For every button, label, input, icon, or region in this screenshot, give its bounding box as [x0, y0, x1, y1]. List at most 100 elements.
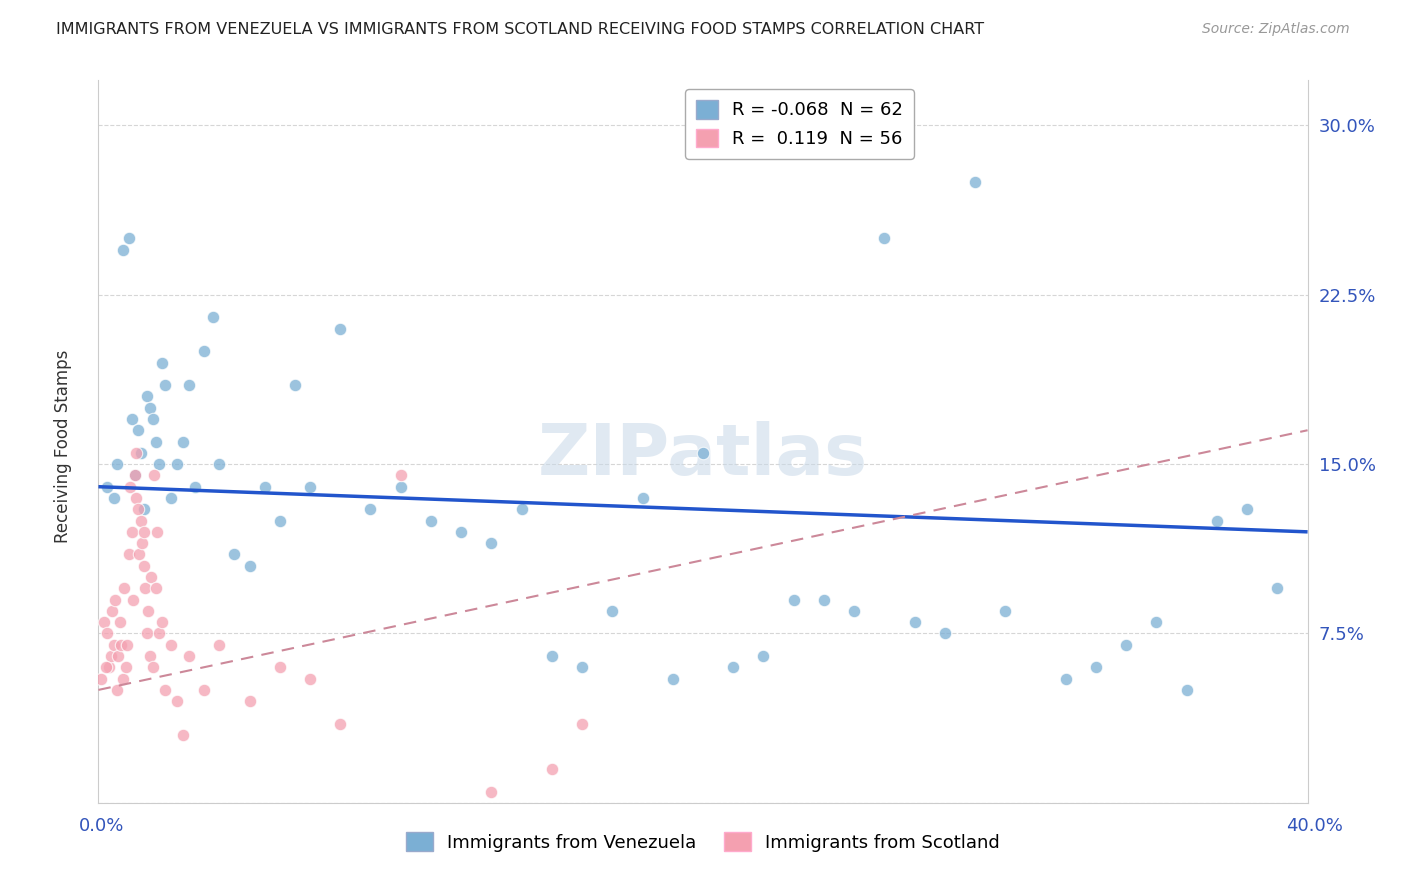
Point: [103, 638, 125, 652]
Point: [132, 558, 155, 573]
Point: [160, 638, 183, 652]
Point: [224, 548, 246, 562]
Point: [135, 389, 157, 403]
Point: [146, 524, 169, 539]
Point: [723, 660, 745, 674]
Point: [873, 231, 896, 245]
Point: [134, 582, 156, 596]
Point: [965, 175, 987, 189]
Point: [1054, 672, 1077, 686]
Point: [510, 502, 533, 516]
Point: [329, 716, 352, 731]
Point: [172, 728, 194, 742]
Point: [142, 412, 165, 426]
Point: [128, 548, 150, 562]
Point: [239, 694, 262, 708]
Point: [107, 648, 129, 663]
Point: [299, 480, 322, 494]
Point: [111, 672, 134, 686]
Point: [139, 401, 162, 415]
Point: [121, 524, 143, 539]
Text: Receiving Food Stamps: Receiving Food Stamps: [55, 350, 72, 542]
Text: IMMIGRANTS FROM VENEZUELA VS IMMIGRANTS FROM SCOTLAND RECEIVING FOOD STAMPS CORR: IMMIGRANTS FROM VENEZUELA VS IMMIGRANTS …: [56, 22, 984, 37]
Text: 40.0%: 40.0%: [1286, 817, 1343, 835]
Point: [389, 480, 412, 494]
Legend: Immigrants from Venezuela, Immigrants from Scotland: Immigrants from Venezuela, Immigrants fr…: [399, 825, 1007, 859]
Point: [994, 604, 1017, 618]
Point: [540, 648, 562, 663]
Point: [166, 694, 188, 708]
Text: ZIPatlas: ZIPatlas: [538, 422, 868, 491]
Point: [135, 626, 157, 640]
Point: [481, 536, 503, 550]
Point: [101, 604, 124, 618]
Point: [129, 446, 152, 460]
Point: [179, 648, 201, 663]
Point: [131, 536, 153, 550]
Point: [179, 378, 201, 392]
Point: [139, 648, 162, 663]
Point: [360, 502, 382, 516]
Point: [934, 626, 956, 640]
Point: [98, 660, 121, 674]
Point: [125, 446, 148, 460]
Point: [253, 480, 276, 494]
Point: [193, 344, 215, 359]
Point: [105, 682, 128, 697]
Point: [631, 491, 654, 505]
Point: [571, 716, 593, 731]
Point: [104, 592, 127, 607]
Point: [602, 604, 624, 618]
Point: [122, 592, 145, 607]
Point: [692, 446, 714, 460]
Point: [142, 660, 165, 674]
Point: [571, 660, 593, 674]
Point: [299, 672, 322, 686]
Point: [127, 502, 149, 516]
Point: [540, 762, 562, 776]
Point: [208, 457, 231, 471]
Point: [129, 514, 152, 528]
Point: [105, 457, 128, 471]
Point: [172, 434, 194, 449]
Point: [136, 604, 159, 618]
Point: [904, 615, 927, 630]
Point: [141, 570, 163, 584]
Point: [1115, 638, 1137, 652]
Point: [148, 457, 170, 471]
Point: [813, 592, 835, 607]
Point: [100, 648, 122, 663]
Point: [661, 672, 683, 686]
Point: [1175, 682, 1198, 697]
Point: [844, 604, 866, 618]
Point: [125, 491, 148, 505]
Point: [114, 660, 136, 674]
Point: [1236, 502, 1258, 516]
Point: [153, 378, 176, 392]
Point: [143, 468, 166, 483]
Point: [110, 638, 132, 652]
Point: [150, 355, 173, 369]
Point: [153, 682, 176, 697]
Point: [284, 378, 307, 392]
Point: [145, 582, 167, 596]
Point: [166, 457, 188, 471]
Point: [193, 682, 215, 697]
Point: [96, 480, 118, 494]
Point: [160, 491, 183, 505]
Point: [269, 660, 291, 674]
Point: [145, 434, 167, 449]
Point: [783, 592, 806, 607]
Point: [103, 491, 125, 505]
Point: [1085, 660, 1108, 674]
Point: [120, 480, 142, 494]
Point: [208, 638, 231, 652]
Point: [420, 514, 443, 528]
Point: [1146, 615, 1168, 630]
Point: [450, 524, 472, 539]
Point: [148, 626, 170, 640]
Point: [124, 468, 146, 483]
Point: [108, 615, 131, 630]
Point: [329, 321, 352, 335]
Point: [112, 582, 135, 596]
